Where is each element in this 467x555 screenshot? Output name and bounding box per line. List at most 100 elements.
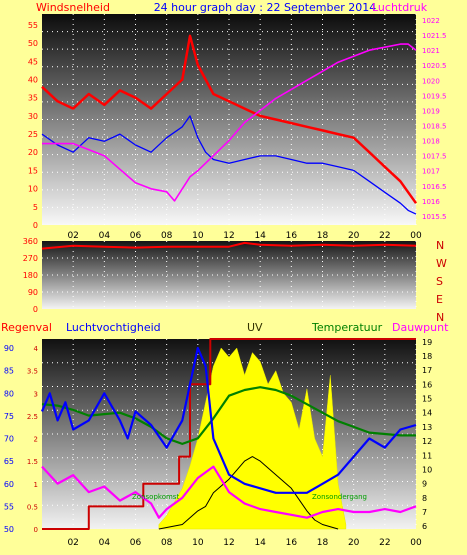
x-tick-label: 22: [379, 538, 390, 548]
x-tick-label: 22: [379, 231, 390, 241]
temperature-tick-label: 13: [422, 423, 432, 432]
wind-tick-label: 5: [33, 203, 38, 212]
pressure-tick-label: 1016: [422, 198, 440, 206]
x-tick-label: 06: [130, 538, 142, 548]
x-tick-label: 12: [223, 538, 234, 548]
direction-tick-label: 360: [23, 237, 38, 246]
wind-tick-label: 55: [28, 21, 38, 30]
x-tick-label: 14: [254, 538, 266, 548]
humidity-tick-label: 60: [4, 480, 14, 489]
temperature-tick-label: 18: [422, 352, 432, 361]
temperature-tick-label: 16: [422, 380, 432, 389]
compass-label: N: [436, 311, 444, 324]
rain-tick-label: 3: [34, 390, 38, 398]
temperature-tick-label: 12: [422, 437, 432, 446]
uv-axis-title: UV: [247, 321, 263, 334]
wind-tick-label: 10: [28, 185, 38, 194]
humidity-axis-title: Luchtvochtigheid: [66, 321, 161, 334]
temperature-tick-label: 17: [422, 366, 432, 375]
x-tick-label: 18: [317, 538, 329, 548]
wind-axis-title: Windsnelheid: [36, 1, 110, 14]
humidity-line: [40, 346, 417, 494]
pressure-tick-label: 1018.5: [422, 123, 447, 131]
pressure-tick-label: 1021: [422, 47, 440, 55]
x-tick-label: 20: [348, 231, 360, 241]
temperature-tick-label: 15: [422, 395, 432, 404]
humidity-tick-label: 55: [4, 502, 14, 511]
humidity-tick-label: 70: [4, 435, 14, 444]
humidity-tick-label: 80: [4, 389, 14, 398]
rain-tick-label: 1: [34, 481, 38, 489]
dewpoint-axis-title: Dauwpunt: [392, 321, 449, 334]
x-tick-label: 00: [410, 538, 422, 548]
pressure-tick-label: 1015.5: [422, 213, 447, 221]
x-tick-label: 02: [67, 231, 78, 241]
x-tick-label: 20: [348, 538, 360, 548]
wind-speed-line: [41, 34, 418, 204]
x-tick-label: 18: [317, 231, 329, 241]
compass-label: W: [436, 257, 447, 270]
direction-tick-label: 270: [23, 254, 38, 263]
pressure-tick-label: 1020: [422, 77, 440, 85]
humidity-tick-label: 65: [4, 457, 14, 466]
wind-tick-label: 50: [28, 39, 38, 48]
pressure-tick-label: 1019: [422, 107, 440, 115]
humidity-tick-label: 50: [4, 525, 14, 534]
humidity-tick-label: 75: [4, 412, 14, 421]
x-tick-label: 12: [223, 231, 234, 241]
x-tick-label: 08: [161, 538, 173, 548]
wind-tick-label: 25: [28, 130, 38, 139]
wind-average-line: [41, 115, 417, 215]
compass-label: E: [436, 293, 443, 306]
humidity-temperature-panel: Zonsopkomst Zonsondergang 50556065707580…: [4, 338, 432, 534]
pressure-line: [42, 43, 417, 202]
sunrise-label: Zonsopkomst: [132, 493, 179, 501]
rain-tick-label: 3.5: [27, 368, 38, 376]
rain-tick-label: 4: [34, 345, 39, 353]
temperature-tick-label: 19: [422, 338, 432, 347]
rain-tick-label: 0.5: [27, 503, 38, 511]
wind-tick-label: 0: [33, 221, 38, 230]
x-tick-label: 00: [410, 231, 422, 241]
humidity-tick-label: 90: [4, 344, 14, 353]
chart-title: 24 hour graph day : 22 September 2014: [154, 1, 377, 14]
pressure-axis-title: Luchtdruk: [372, 1, 428, 14]
temperature-tick-label: 8: [422, 494, 427, 503]
wind-tick-label: 30: [28, 112, 38, 121]
temperature-tick-label: 7: [422, 508, 427, 517]
wind-tick-label: 40: [28, 75, 38, 84]
dewpoint-line: [41, 465, 417, 519]
humidity-tick-label: 85: [4, 367, 14, 376]
pressure-tick-label: 1020.5: [422, 62, 447, 70]
direction-tick-label: 180: [23, 271, 38, 280]
x-tick-label: 16: [286, 231, 298, 241]
x-tick-label: 14: [254, 231, 266, 241]
x-tick-label: 08: [161, 231, 173, 241]
compass-label: N: [436, 239, 444, 252]
pressure-tick-label: 1017.5: [422, 153, 447, 161]
pressure-tick-label: 1017: [422, 168, 440, 176]
rain-line: [42, 338, 416, 530]
rain-tick-label: 0: [34, 526, 38, 534]
temperature-tick-label: 6: [422, 522, 427, 531]
rain-tick-label: 1.5: [27, 458, 38, 466]
rain-axis-title: Regenval: [1, 321, 52, 334]
rain-tick-label: 2.5: [27, 413, 38, 421]
x-tick-label: 02: [67, 538, 78, 548]
wind-direction-line: [41, 241, 417, 250]
x-tick-label: 06: [130, 231, 142, 241]
temperature-line: [41, 386, 416, 445]
wind-tick-label: 15: [28, 166, 38, 175]
temperature-tick-label: 11: [422, 451, 432, 460]
x-tick-label: 10: [192, 231, 204, 241]
temperature-axis-title: Temperatuur: [311, 321, 383, 334]
rain-tick-label: 2: [34, 436, 38, 444]
pressure-tick-label: 1016.5: [422, 183, 447, 191]
temperature-tick-label: 10: [422, 465, 432, 474]
x-tick-label: 16: [286, 538, 298, 548]
pressure-tick-label: 1019.5: [422, 92, 447, 100]
pressure-tick-label: 1022: [422, 17, 440, 25]
pressure-tick-label: 1021.5: [422, 32, 447, 40]
